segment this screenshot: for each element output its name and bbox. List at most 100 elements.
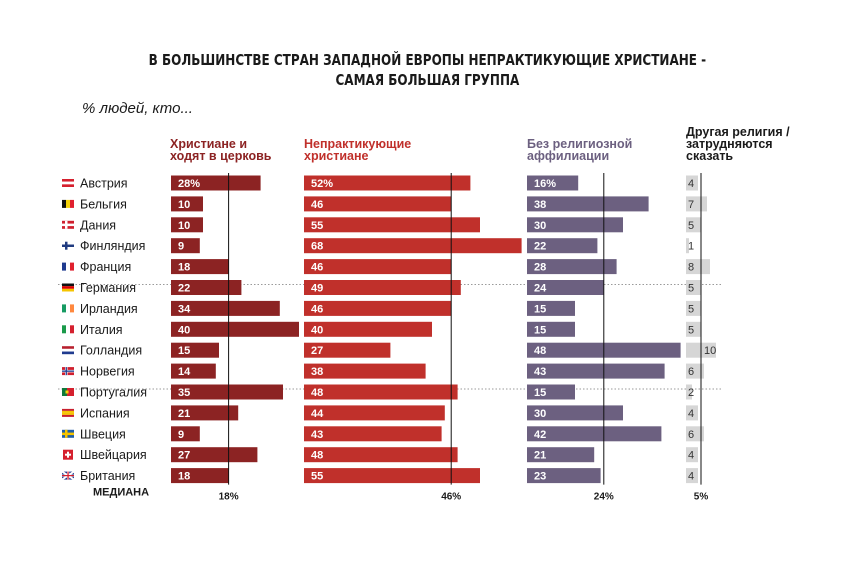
- data-label-churchgoing: 18: [178, 471, 190, 483]
- bar-churchgoing: [171, 300, 280, 316]
- bar-churchgoing: [171, 217, 203, 233]
- data-label-unaffiliated: 15: [534, 324, 546, 336]
- header-nonpracticing: Непрактикующие христиане: [304, 137, 412, 163]
- data-label-churchgoing: 21: [178, 408, 190, 420]
- data-label-churchgoing: 40: [178, 324, 190, 336]
- bar-unaffiliated: [527, 363, 665, 379]
- data-label-churchgoing: 34: [178, 303, 191, 315]
- country-label: Дания: [80, 218, 116, 232]
- country-label: Германия: [80, 281, 136, 295]
- bar-nonpracticing: [304, 468, 480, 484]
- france-flag-icon: [62, 262, 74, 271]
- data-label-nonpracticing: 48: [311, 450, 323, 462]
- bar-unaffiliated: [527, 468, 601, 484]
- country-label: Италия: [80, 323, 123, 337]
- bar-churchgoing: [171, 426, 200, 442]
- data-label-other: 5: [688, 303, 694, 315]
- spain-flag-icon: [62, 408, 74, 417]
- bar-unaffiliated: [527, 238, 598, 254]
- data-label-other: 8: [688, 262, 694, 274]
- bar-other: [686, 259, 710, 275]
- bar-unaffiliated: [527, 259, 617, 275]
- data-label-churchgoing: 18: [178, 262, 190, 274]
- bar-churchgoing: [171, 175, 261, 191]
- data-label-other: 6: [688, 429, 694, 441]
- data-label-unaffiliated: 38: [534, 199, 546, 211]
- bar-nonpracticing: [304, 196, 452, 212]
- bar-churchgoing: [171, 342, 219, 358]
- header-churchgoing-line-2: ходят в церковь: [170, 149, 272, 163]
- bar-churchgoing: [171, 468, 229, 484]
- header-nonpracticing-line-1: Непрактикующие: [304, 137, 412, 151]
- data-label-churchgoing: 15: [178, 345, 190, 357]
- data-label-nonpracticing: 40: [311, 324, 323, 336]
- country-label: Финляндия: [80, 239, 145, 253]
- bar-unaffiliated: [527, 300, 575, 316]
- data-label-other: 5: [688, 324, 694, 336]
- data-label-other: 10: [704, 345, 716, 357]
- data-label-unaffiliated: 30: [534, 408, 546, 420]
- bar-churchgoing: [171, 405, 239, 421]
- bar-unaffiliated: [527, 321, 575, 337]
- bar-churchgoing: [171, 321, 299, 337]
- header-churchgoing-line-1: Христиане и: [170, 137, 248, 151]
- data-label-churchgoing: 27: [178, 450, 190, 462]
- bar-churchgoing: [171, 238, 200, 254]
- data-label-nonpracticing: 52%: [311, 178, 333, 190]
- median-value-nonpracticing: 46%: [441, 492, 461, 503]
- country-label: Ирландия: [80, 302, 138, 316]
- data-label-nonpracticing: 46: [311, 262, 323, 274]
- data-label-unaffiliated: 28: [534, 262, 546, 274]
- data-label-unaffiliated: 15: [534, 387, 546, 399]
- bar-unaffiliated: [527, 426, 662, 442]
- bar-churchgoing: [171, 196, 203, 212]
- chart-title: В БОЛЬШИНСТВЕ СТРАН ЗАПАДНОЙ ЕВРОПЫ НЕПР…: [85, 50, 769, 90]
- bar-unaffiliated: [527, 217, 623, 233]
- austria-flag-icon: [62, 179, 74, 187]
- data-label-nonpracticing: 38: [311, 366, 323, 378]
- sweden-flag-icon: [62, 429, 74, 438]
- data-label-churchgoing: 9: [178, 429, 184, 441]
- bar-unaffiliated: [527, 196, 649, 212]
- data-label-nonpracticing: 55: [311, 471, 323, 483]
- country-label: Швеция: [80, 427, 126, 441]
- data-label-nonpracticing: 43: [311, 429, 323, 441]
- data-label-unaffiliated: 22: [534, 241, 546, 253]
- bar-other: [686, 196, 707, 212]
- belgium-flag-icon: [62, 199, 74, 208]
- data-label-unaffiliated: 30: [534, 220, 546, 232]
- header-unaffiliated-line-2: аффилиации: [527, 149, 610, 163]
- bar-nonpracticing: [304, 175, 471, 191]
- header-unaffiliated: Без религиозной аффилиации: [527, 138, 632, 163]
- country-label: Португалия: [80, 386, 147, 400]
- data-label-churchgoing: 14: [178, 366, 191, 378]
- chart-subtitle: % людей, кто...: [82, 100, 193, 117]
- bar-other: [686, 321, 701, 337]
- data-label-unaffiliated: 48: [534, 345, 546, 357]
- switzerland-flag-icon: [63, 449, 73, 460]
- country-label: Норвегия: [80, 365, 135, 379]
- bar-nonpracticing: [304, 259, 452, 275]
- bar-other: [686, 217, 701, 233]
- bar-other: [686, 426, 704, 442]
- bar-churchgoing: [171, 447, 258, 463]
- data-label-nonpracticing: 44: [311, 408, 324, 420]
- bar-other: [686, 405, 698, 421]
- bar-other: [686, 280, 701, 295]
- data-label-unaffiliated: 16%: [534, 178, 556, 190]
- bar-nonpracticing: [304, 300, 452, 316]
- uk-flag-icon: [61, 470, 75, 481]
- data-label-nonpracticing: 68: [311, 241, 323, 253]
- data-label-unaffiliated: 42: [534, 429, 546, 441]
- bar-unaffiliated: [527, 447, 595, 463]
- bar-unaffiliated: [527, 175, 579, 191]
- bar-other: [686, 238, 689, 254]
- bar-other: [686, 447, 698, 463]
- country-label: Британия: [80, 469, 135, 483]
- bar-nonpracticing: [304, 426, 442, 442]
- data-label-other: 7: [688, 199, 694, 211]
- germany-flag-icon: [62, 283, 74, 292]
- country-label: Бельгия: [80, 197, 127, 211]
- data-label-churchgoing: 22: [178, 283, 190, 295]
